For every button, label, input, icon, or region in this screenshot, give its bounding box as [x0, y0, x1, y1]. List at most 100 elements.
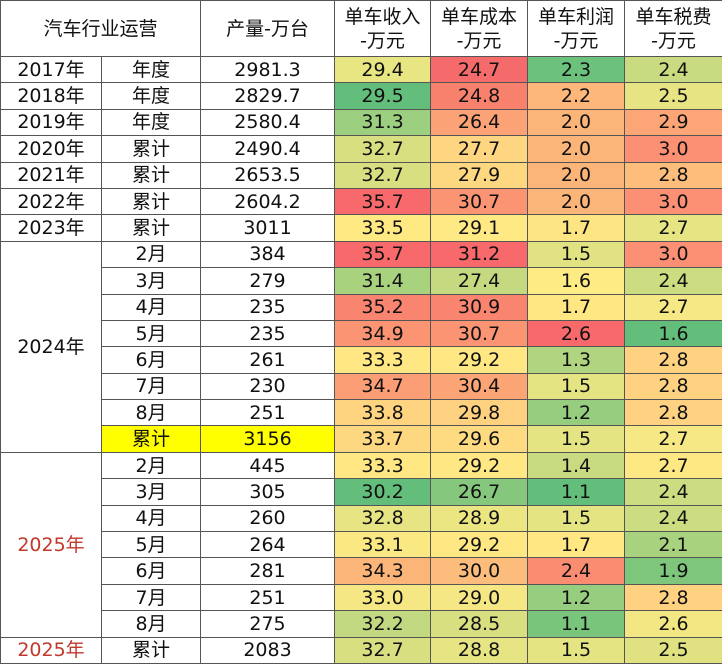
output: 2981.3: [200, 55, 336, 84]
period: 累计: [100, 135, 202, 163]
metric-cell: 2.7: [624, 293, 722, 321]
period: 5月: [100, 319, 202, 348]
metric-cell: 29.1: [430, 214, 529, 242]
metric-cell: 2.4: [624, 55, 722, 84]
year-label: 2017年: [0, 55, 102, 84]
metric-cell: 2.9: [624, 108, 722, 137]
period: 7月: [100, 583, 202, 612]
metric-cell: 31.2: [430, 240, 529, 269]
period: 6月: [100, 346, 202, 374]
table-row: 2023年 累计 3011 33.5 29.1 1.7 2.7: [0, 214, 722, 242]
table-row: 6月 281 34.3 30.0 2.4 1.9: [1, 557, 722, 585]
table-row: 2018年 年度 2829.7 29.5 24.8 2.2 2.5: [0, 82, 722, 110]
metric-cell: 2.7: [624, 425, 722, 453]
metric-cell: 29.4: [334, 55, 432, 84]
metric-cell: 30.9: [430, 293, 529, 321]
metric-cell: 1.7: [527, 214, 626, 242]
output: 275: [200, 610, 336, 638]
table-row: 7月 251 33.0 29.0 1.2 2.8: [1, 583, 722, 612]
table-row: 3月 279 31.4 27.4 1.6 2.4: [1, 267, 722, 295]
year-label: 2018年: [0, 82, 102, 110]
metric-cell: 2.5: [624, 82, 722, 110]
period: 5月: [100, 531, 202, 559]
period: 累计: [100, 187, 202, 216]
output: 235: [200, 293, 336, 321]
period: 6月: [100, 557, 202, 585]
metric-cell: 29.6: [430, 425, 529, 453]
metric-cell: 2.8: [624, 372, 722, 401]
output: 384: [200, 240, 336, 269]
output: 260: [200, 504, 336, 533]
table-row: 8月 251 33.8 29.8 1.2 2.8: [1, 399, 722, 427]
metric-cell: 1.5: [527, 240, 626, 269]
metric-cell: 29.5: [334, 82, 432, 110]
metric-cell: 2.7: [624, 451, 722, 480]
metric-cell: 1.5: [527, 636, 626, 664]
metric-cell: 26.7: [430, 478, 529, 506]
metric-cell: 2.0: [527, 187, 626, 216]
output: 2490.4: [200, 135, 336, 163]
year-label: 2020年: [0, 135, 102, 163]
table-row: 2025年 2月 445 33.3 29.2 1.4 2.7: [0, 451, 722, 638]
metric-cell: 1.5: [527, 425, 626, 453]
metric-cell: 34.7: [334, 372, 432, 401]
metric-cell: 2.0: [527, 108, 626, 137]
table-row: 5月 235 34.9 30.7 2.6 1.6: [1, 319, 722, 348]
metric-cell: 1.2: [527, 583, 626, 612]
period: 年度: [100, 108, 202, 137]
period: 年度: [100, 82, 202, 110]
metric-cell: 1.9: [624, 557, 722, 585]
metric-cell: 2.7: [624, 214, 722, 242]
metric-cell: 28.8: [430, 636, 529, 664]
output: 3156: [200, 425, 336, 453]
metric-cell: 2.8: [624, 399, 722, 427]
metric-cell: 1.5: [527, 372, 626, 401]
metric-cell: 30.7: [430, 187, 529, 216]
metric-cell: 1.7: [527, 531, 626, 559]
metric-cell: 27.4: [430, 267, 529, 295]
metric-cell: 29.2: [430, 451, 529, 480]
metric-cell: 28.9: [430, 504, 529, 533]
metric-cell: 3.0: [624, 135, 722, 163]
column-header: 产量-万台: [200, 0, 336, 57]
metric-cell: 33.7: [334, 425, 432, 453]
metric-cell: 1.5: [527, 504, 626, 533]
metric-cell: 29.2: [430, 346, 529, 374]
output: 235: [200, 319, 336, 348]
output: 251: [200, 583, 336, 612]
period: 3月: [100, 478, 202, 506]
output: 305: [200, 478, 336, 506]
output: 2580.4: [200, 108, 336, 137]
metric-cell: 35.7: [334, 187, 432, 216]
header-row: 汽车行业运营 产量-万台 单车收入 -万元 单车成本 -万元 单车利润 -万元 …: [0, 0, 722, 57]
table-row: 2025年 累计 2083 32.7 28.8 1.5 2.5: [0, 636, 722, 664]
metric-cell: 1.6: [527, 267, 626, 295]
table-row: 6月 261 33.3 29.2 1.3 2.8: [1, 346, 722, 374]
metric-cell: 2.4: [624, 504, 722, 533]
metric-cell: 30.0: [430, 557, 529, 585]
metric-cell: 32.8: [334, 504, 432, 533]
period: 累计: [100, 214, 202, 242]
metric-cell: 24.8: [430, 82, 529, 110]
metric-cell: 33.0: [334, 583, 432, 612]
period: 8月: [100, 399, 202, 427]
period: 3月: [100, 267, 202, 295]
table-row: 2020年 累计 2490.4 32.7 27.7 2.0 3.0: [0, 135, 722, 163]
output: 2653.5: [200, 161, 336, 189]
metric-cell: 1.7: [527, 293, 626, 321]
metric-cell: 3.0: [624, 240, 722, 269]
metric-cell: 2.4: [624, 267, 722, 295]
year-label: 2021年: [0, 161, 102, 189]
table-row: 累计 3156 33.7 29.6 1.5 2.7: [1, 425, 722, 453]
year-label: 2023年: [0, 214, 102, 242]
output: 2604.2: [200, 187, 336, 216]
metric-cell: 32.7: [334, 161, 432, 189]
output: 251: [200, 399, 336, 427]
column-header: 单车收入 -万元: [334, 0, 432, 57]
table-body: 2017年 年度 2981.3 29.4 24.7 2.3 2.4 2018年 年度 2829.7…: [0, 55, 722, 664]
table-row: 4月 235 35.2 30.9 1.7 2.7: [1, 293, 722, 321]
metric-cell: 2.8: [624, 161, 722, 189]
metric-cell: 33.3: [334, 451, 432, 480]
metric-cell: 2.8: [624, 583, 722, 612]
